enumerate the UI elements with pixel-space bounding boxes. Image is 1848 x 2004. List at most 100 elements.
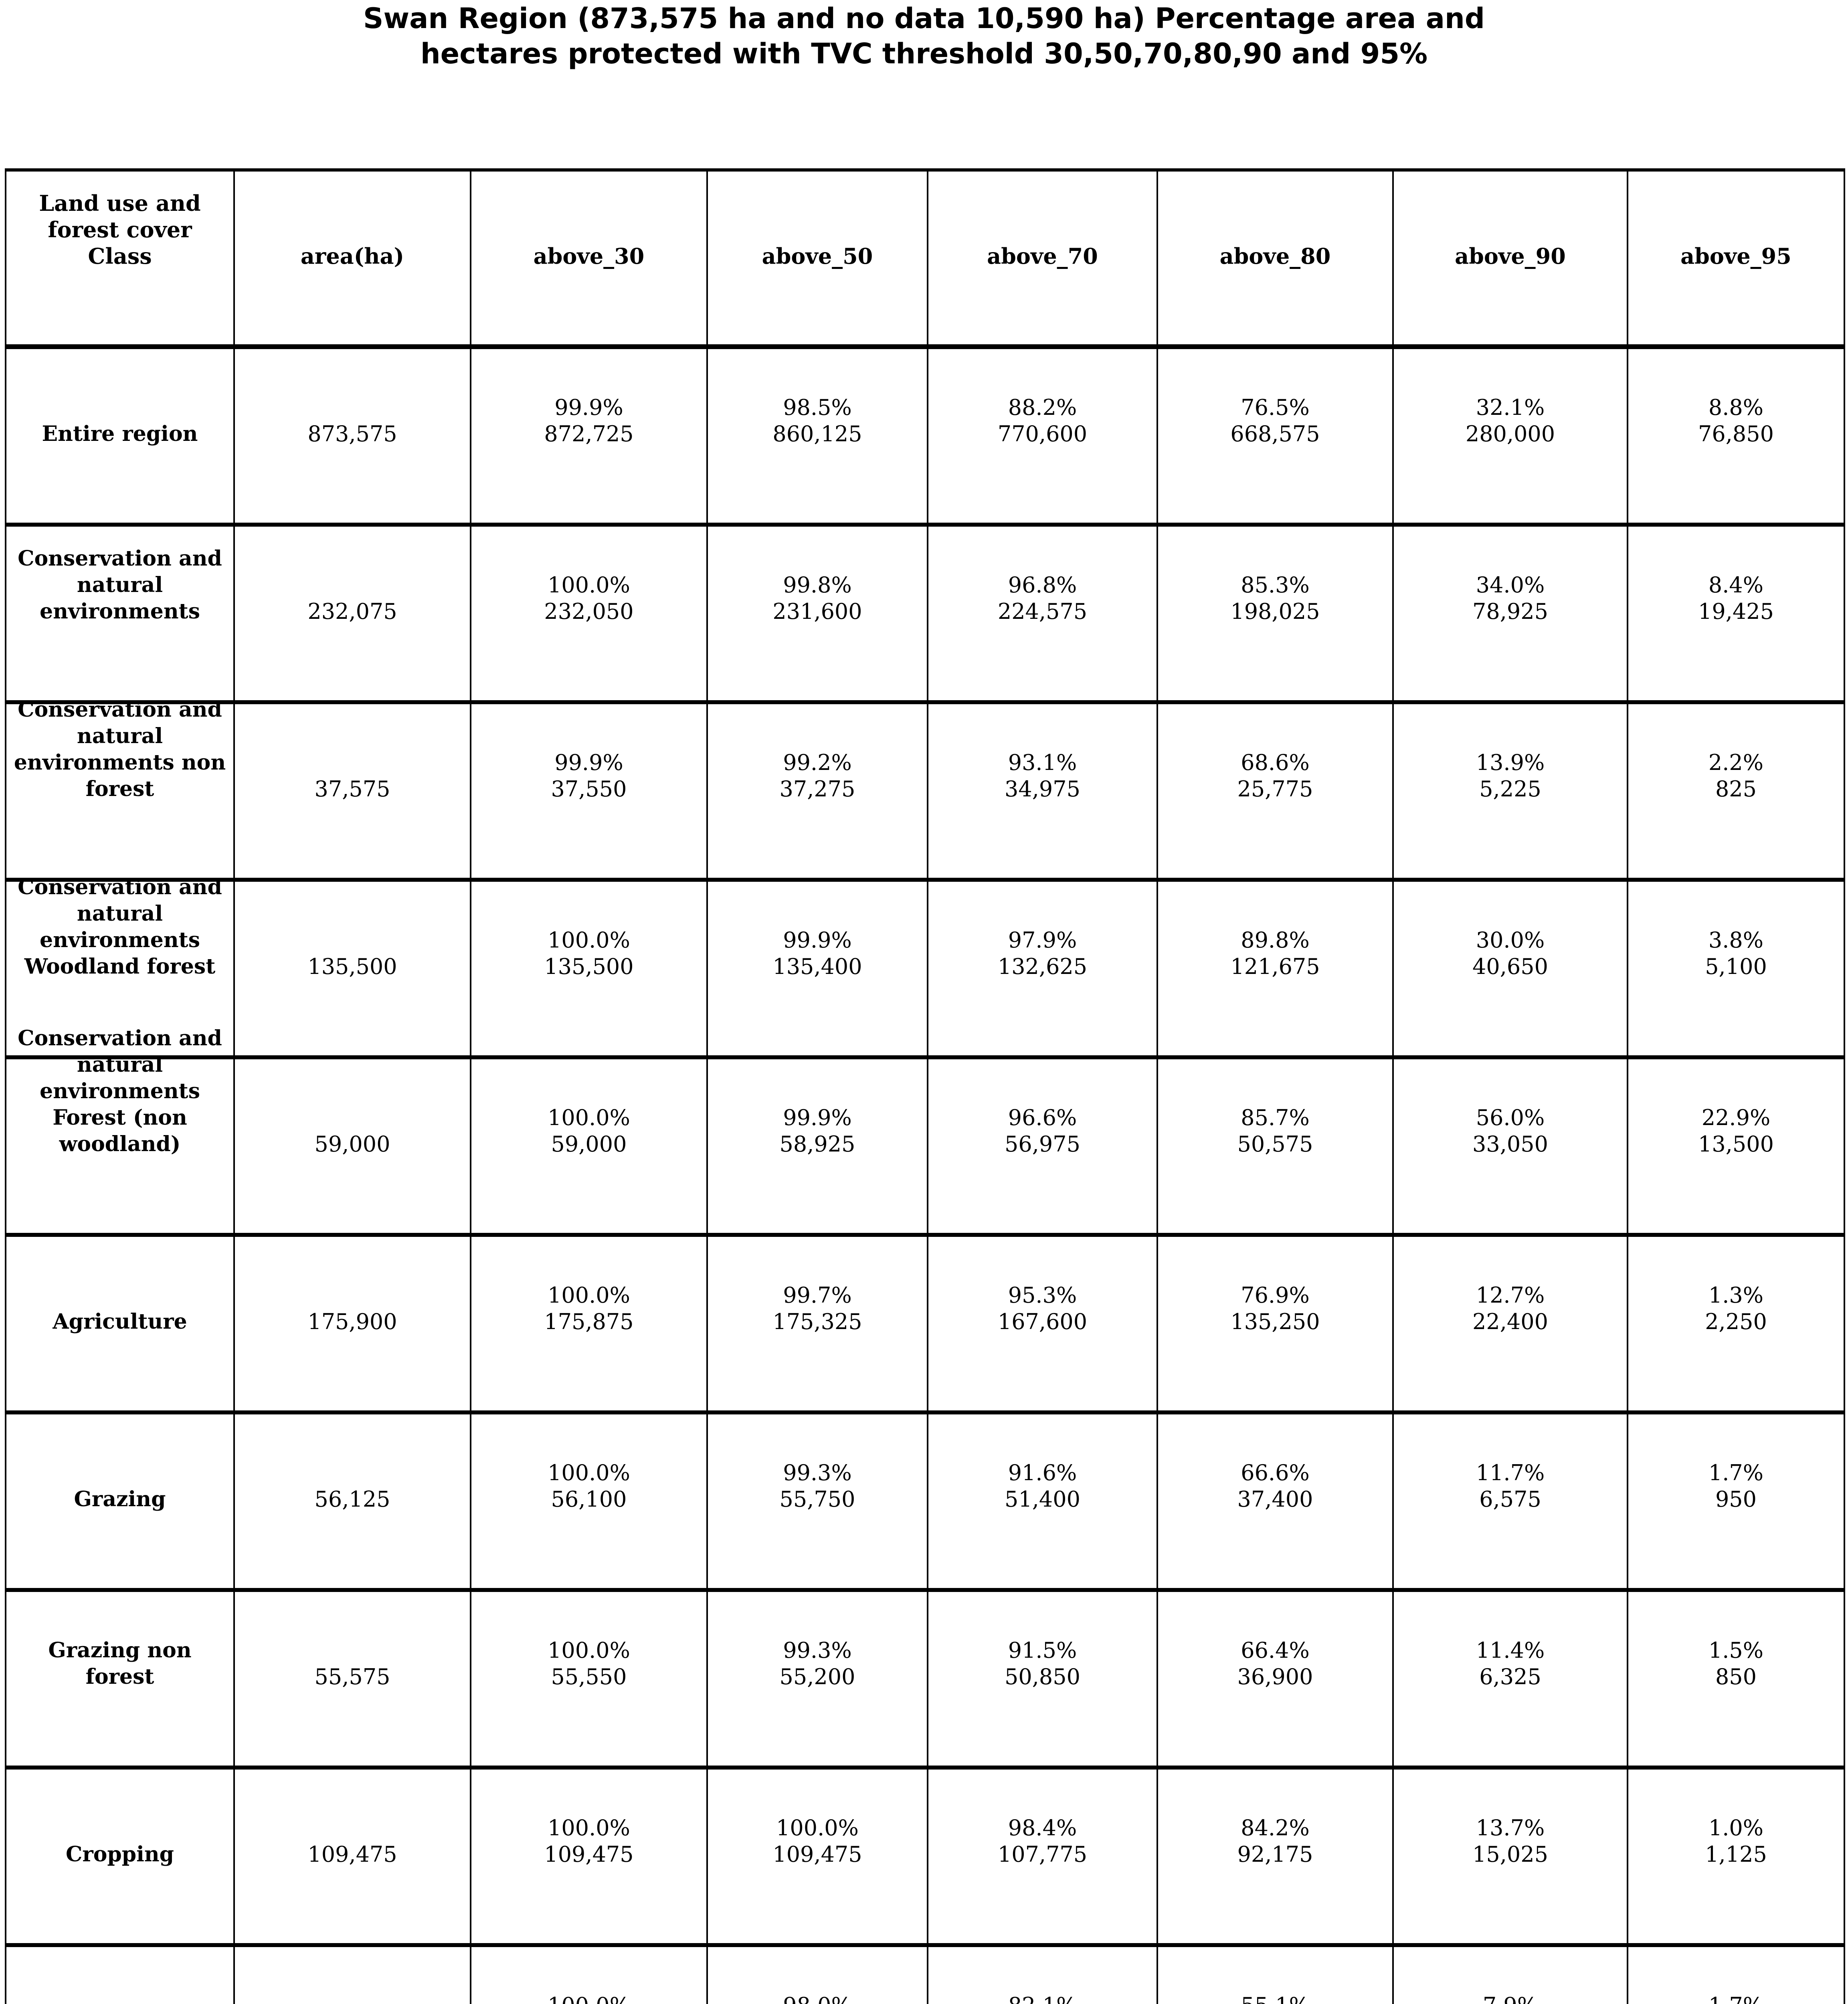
label-cell: Cropping [6,1770,235,1947]
area-value: 232,075 [307,598,397,624]
pct-value: 13.9% [1476,749,1545,775]
ha-value: 15,025 [1472,1841,1548,1867]
data-cell: 100.0% 175,875 [471,1237,708,1414]
ha-value: 121,675 [1230,954,1320,979]
pct-value: 82.1% [928,1992,1157,2004]
pct-value: 22.9% [1701,1105,1771,1130]
data-cell: 1.7%175 [1628,1947,1844,2004]
pct-value: 100.0% [548,1282,630,1308]
data-cell: 100.0% 135,500 [471,882,708,1059]
area-cell: 873,575 [235,349,471,527]
pct-value: 11.4% [1476,1637,1545,1663]
data-cell: 91.6% 51,400 [928,1414,1158,1592]
ha-value: 280,000 [1465,421,1555,446]
pct-value: 100.0% [548,1105,630,1130]
area-cell: 10,075 [235,1947,471,2004]
data-cell: 99.9% 872,725 [471,349,708,527]
data-cell: 93.1% 34,975 [928,704,1158,882]
ha-value: 2,250 [1705,1309,1767,1334]
pct-value: 76.9% [1241,1282,1310,1308]
header-cell-above-50: above_50 [708,172,928,349]
ha-value: 668,575 [1230,421,1320,446]
ha-value: 19,425 [1698,598,1774,624]
label-cell: Agriculture [6,1237,235,1414]
ha-value: 231,600 [772,598,862,624]
ha-value: 5,100 [1705,954,1767,979]
area-cell: 56,125 [235,1414,471,1592]
area-cell: 135,500 [235,882,471,1059]
label-cell: Grazing non forest [6,1592,235,1770]
area-value: 873,575 [307,421,397,446]
ha-value: 76,850 [1698,421,1774,446]
pct-value: 91.5% [1008,1637,1077,1663]
ha-value: 175,875 [544,1309,634,1334]
ha-value: 135,400 [772,954,862,979]
label-cell: Grazing [6,1414,235,1592]
data-cell: 99.9% 37,550 [471,704,708,882]
row-label: Cropping [65,1842,174,1867]
pct-value: 99.7% [783,1282,852,1308]
row-label: Grazing non forest [48,1638,192,1689]
pct-value: 66.6% [1241,1460,1310,1485]
label-cell: Conservation and natural environments [6,527,235,704]
ha-value: 770,600 [997,421,1088,446]
label-cell: Conservation and natural environments Fo… [6,1026,235,1237]
ha-value: 37,275 [779,776,855,802]
pct-value: 8.4% [1708,572,1764,598]
ha-value: 55,550 [551,1664,627,1689]
ha-value: 167,600 [997,1309,1088,1334]
data-cell: 84.2% 92,175 [1158,1770,1394,1947]
pct-value: 100.0% [548,927,630,953]
title-line-1: Swan Region (873,575 ha and no data 10,5… [363,2,1485,35]
area-cell: 109,475 [235,1770,471,1947]
ha-value: 13,500 [1698,1131,1774,1157]
ha-value: 109,475 [544,1841,634,1867]
pct-value: 55.1% [1158,1992,1392,2004]
pct-value: 2.2% [1708,749,1764,775]
land-use-table: Land use and forest cover Class area(ha)… [5,168,1845,2004]
data-cell: 97.9% 132,625 [928,882,1158,1059]
label-cell: Conservation and natural environments no… [6,697,235,882]
label-cell: Conservation and natural environments Wo… [6,875,235,1059]
area-value: 56,125 [314,1486,390,1512]
pct-value: 99.9% [554,749,623,775]
data-cell: 85.7% 50,575 [1158,1059,1394,1237]
pct-value: 56.0% [1476,1105,1545,1130]
pct-value: 1.7% [1628,1992,1844,2004]
pct-value: 99.8% [783,572,852,598]
ha-value: 78,925 [1472,598,1548,624]
header-label: above_30 [533,243,645,269]
pct-value: 100.0% [548,1460,630,1485]
pct-value: 91.6% [1008,1460,1077,1485]
pct-value: 99.2% [783,749,852,775]
data-cell: 99.7% 175,325 [708,1237,928,1414]
data-cell: 100.0% 232,050 [471,527,708,704]
pct-value: 98.4% [1008,1815,1077,1840]
data-cell: 95.3% 167,600 [928,1237,1158,1414]
area-value: 135,500 [307,954,397,979]
pct-value: 99.3% [783,1460,852,1485]
header-label: above_90 [1455,243,1566,269]
pct-value: 68.6% [1241,749,1310,775]
ha-value: 860,125 [772,421,862,446]
data-cell: 96.6% 56,975 [928,1059,1158,1237]
data-cell: 1.3% 2,250 [1628,1237,1844,1414]
data-cell: 13.9% 5,225 [1394,704,1628,882]
data-cell: 98.0%9,875 [708,1947,928,2004]
data-cell: 99.2% 37,275 [708,704,928,882]
ha-value: 198,025 [1230,598,1320,624]
pct-value: 34.0% [1476,572,1545,598]
data-cell: 66.4% 36,900 [1158,1592,1394,1770]
data-cell: 76.5% 668,575 [1158,349,1394,527]
ha-value: 51,400 [1005,1486,1080,1512]
ha-value: 22,400 [1472,1309,1548,1334]
ha-value: 6,325 [1479,1664,1541,1689]
pct-value: 93.1% [1008,749,1077,775]
pct-value: 100.0% [471,1992,706,2004]
header-cell-above-80: above_80 [1158,172,1394,349]
pct-value: 100.0% [548,572,630,598]
pct-value: 30.0% [1476,927,1545,953]
data-cell: 32.1% 280,000 [1394,349,1628,527]
ha-value: 33,050 [1472,1131,1548,1157]
data-cell: 1.0% 1,125 [1628,1770,1844,1947]
